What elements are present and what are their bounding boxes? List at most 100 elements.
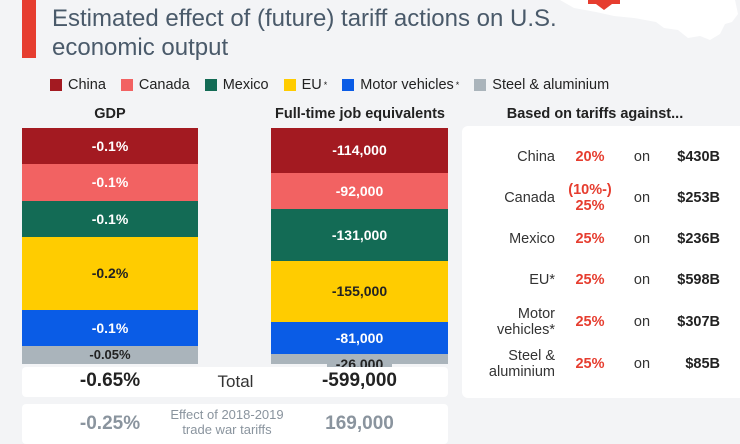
chart-title: Estimated effect of (future) tariff acti… [52, 5, 557, 61]
trade-war-label-line1: Effect of 2018-2019 [170, 407, 284, 422]
tariff-on-text: on [633, 190, 651, 206]
bar-data-label: -92,000 [335, 183, 384, 200]
legend-label: Canada [138, 77, 190, 93]
bar-data-label: -0.05% [89, 347, 131, 363]
legend-item: Motor vehicles * [342, 77, 459, 93]
legend-item: Mexico [204, 77, 269, 93]
legend-item: Canada [120, 77, 190, 93]
tariff-target-name-line1: Motor [517, 306, 555, 322]
tariff-row: Steel & aluminium 25% on $85B [462, 344, 740, 384]
tariff-row: Mexico 25% on $236B [462, 219, 740, 259]
tariff-target-name-line1: Steel & [508, 348, 555, 364]
legend-item: China [50, 77, 106, 93]
trade-war-jobs-value: 169,000 [325, 413, 394, 434]
legend-label: Motor vehicles [360, 77, 454, 93]
tariff-target-name: Motor vehicles* [462, 306, 555, 338]
tariff-rate-line1: 20% [575, 149, 605, 165]
tariff-target-name: Canada [462, 190, 555, 206]
tariff-rate-line1: 25% [575, 272, 605, 288]
tariff-rate-line1: (10%-) [568, 182, 612, 198]
bar-data-label: -0.1% [91, 174, 129, 191]
bar-segment-5: -81,000 [271, 321, 448, 354]
jobs-stacked-bar: -114,000 -92,000 -131,000 -155,000 -81,000 -2… [271, 128, 448, 372]
tariff-trade-value: $85B [685, 356, 720, 372]
legend-label: China [68, 77, 106, 93]
legend: China Canada Mexico EU * Motor vehicles * Steel… [50, 77, 609, 93]
trade-war-gdp-value: -0.25% [79, 413, 141, 434]
tariff-rate-line2: 25% [575, 198, 605, 214]
total-label: Total [217, 372, 254, 391]
jobs-column-title: Full-time job equivalents [275, 106, 445, 122]
tariff-target-name: EU* [462, 272, 555, 288]
tariff-trade-value: $253B [677, 190, 720, 206]
bar-segment-6: -26,000 [271, 353, 448, 372]
bar-data-label: -131,000 [331, 226, 388, 243]
tariff-on-text: on [633, 272, 651, 288]
jobs-total-value: -599,000 [321, 370, 397, 391]
bar-data-label: -0.2% [91, 265, 129, 282]
legend-item: Steel & aluminium [474, 77, 609, 93]
bar-data-label: -81,000 [335, 329, 384, 346]
tariff-row: Motor vehicles* 25% on $307B [462, 302, 740, 342]
tariff-on-text: on [633, 356, 651, 372]
tariff-rate: (10%-) 25% [560, 182, 620, 214]
bar-segment-3: -131,000 [271, 209, 448, 261]
bar-segment-6: -0.05% [22, 345, 198, 364]
tariff-rate-line1: 25% [575, 314, 605, 330]
tariff-on-text: on [633, 149, 651, 165]
legend-label: Steel & aluminium [492, 77, 610, 93]
legend-swatch [50, 79, 62, 91]
bar-segment-3: -0.1% [22, 200, 198, 237]
tariff-target-name-line1: Mexico [509, 231, 555, 247]
bar-segment-2: -92,000 [271, 172, 448, 210]
us-map-icon [560, 0, 738, 40]
bar-segment-2: -0.1% [22, 164, 198, 201]
tariff-trade-value: $430B [677, 149, 720, 165]
tariff-target-name: Steel & aluminium [462, 348, 555, 380]
bar-data-label: -0.1% [91, 138, 129, 155]
bar-data-label: -155,000 [331, 283, 388, 300]
legend-swatch [204, 79, 217, 91]
legend-swatch [342, 79, 355, 91]
tariff-row: China 20% on $430B [462, 137, 740, 177]
legend-label: Mexico [222, 77, 269, 93]
gdp-total-value: -0.65% [79, 370, 141, 391]
bar-segment-4: -0.2% [22, 236, 198, 310]
bar-data-label: -114,000 [332, 142, 387, 159]
tariff-rate: 20% [560, 149, 620, 165]
tariff-target-name-line1: China [517, 149, 555, 165]
legend-swatch [283, 79, 296, 91]
bar-data-label: -0.1% [91, 319, 129, 336]
tariff-row: Canada (10%-) 25% on $253B [462, 178, 740, 218]
gdp-column-title: GDP [94, 106, 126, 122]
legend-swatch [120, 79, 133, 91]
totals-row: -0.65% Total -599,000 [22, 367, 448, 397]
gdp-stacked-bar: -0.1% -0.1% -0.1% -0.2% -0.1% -0.05% [22, 128, 198, 364]
tariff-target-name-line2: aluminium [488, 364, 555, 380]
trade-war-label-line2: trade war tariffs [182, 422, 272, 437]
tariff-on-text: on [633, 231, 651, 247]
tariff-target-name-line2: vehicles* [496, 322, 555, 338]
title-accent-bar [22, 0, 36, 58]
trade-war-row: -0.25% Effect of 2018-2019 trade war tar… [22, 404, 448, 444]
tariffs-panel: China 20% on $430B Canada (10%-) 25% on $253B Mex… [462, 126, 740, 398]
legend-superscript: * [323, 80, 328, 90]
legend-superscript: * [455, 80, 460, 90]
tariff-on-text: on [633, 314, 651, 330]
tariff-rate: 25% [560, 231, 620, 247]
tariff-row: EU* 25% on $598B [462, 260, 740, 300]
tariff-rate: 25% [560, 356, 620, 372]
legend-swatch [474, 79, 487, 91]
tariff-target-name: China [462, 149, 555, 165]
tariff-rate-line1: 25% [575, 356, 605, 372]
tariff-target-name-line1: Canada [504, 190, 555, 206]
bar-segment-4: -155,000 [271, 260, 448, 322]
bar-segment-1: -0.1% [22, 128, 198, 165]
tariff-target-name: Mexico [462, 231, 555, 247]
tariff-trade-value: $236B [677, 231, 720, 247]
legend-item: EU * [283, 77, 328, 93]
bar-segment-5: -0.1% [22, 309, 198, 346]
tariff-trade-value: $598B [677, 272, 720, 288]
tariff-trade-value: $307B [677, 314, 720, 330]
tariffs-panel-heading: Based on tariffs against... [506, 106, 684, 122]
